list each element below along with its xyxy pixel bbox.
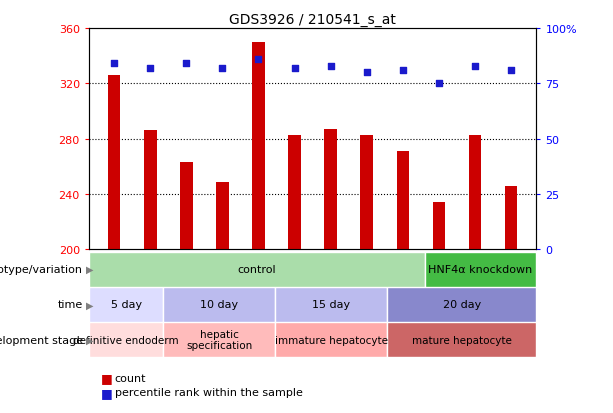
Point [470,63,480,70]
Point [506,68,516,74]
Text: ▶: ▶ [86,264,93,275]
Title: GDS3926 / 210541_s_at: GDS3926 / 210541_s_at [229,12,396,26]
Bar [164,322,275,357]
Text: 20 day: 20 day [443,299,481,310]
Text: percentile rank within the sample: percentile rank within the sample [115,387,302,397]
Text: ▶: ▶ [86,335,93,345]
Point [362,70,371,76]
Text: ■: ■ [101,386,113,399]
Bar [397,152,409,250]
Text: 15 day: 15 day [312,299,351,310]
Bar [144,131,156,250]
Bar [108,76,121,250]
Bar [504,186,517,250]
Text: definitive endoderm: definitive endoderm [74,335,179,345]
Bar [164,287,275,322]
Bar [252,43,265,250]
Bar [387,287,536,322]
Bar [288,135,301,250]
Point [254,57,264,63]
Point [326,63,335,70]
Point [434,81,444,88]
Point [218,65,227,72]
Text: count: count [115,373,146,383]
Text: mature hepatocyte: mature hepatocyte [412,335,512,345]
Text: ■: ■ [101,371,113,385]
Text: 10 day: 10 day [200,299,238,310]
Text: immature hepatocyte: immature hepatocyte [275,335,388,345]
Bar [424,252,536,287]
Bar [324,130,337,250]
Bar [433,203,445,250]
Bar [275,322,387,357]
Point [181,61,191,68]
Text: development stage: development stage [0,335,83,345]
Point [109,61,119,68]
Point [290,65,300,72]
Bar [180,163,192,250]
Text: 5 day: 5 day [110,299,142,310]
Bar [387,322,536,357]
Bar [89,287,164,322]
Bar [89,322,164,357]
Text: hepatic
specification: hepatic specification [186,329,253,351]
Bar [216,182,229,250]
Point [145,65,155,72]
Point [398,68,408,74]
Bar [469,135,481,250]
Text: time: time [58,299,83,310]
Text: ▶: ▶ [86,299,93,310]
Text: genotype/variation: genotype/variation [0,264,83,275]
Text: control: control [237,264,276,275]
Bar [360,135,373,250]
Text: HNF4α knockdown: HNF4α knockdown [428,264,533,275]
Bar [89,252,424,287]
Bar [275,287,387,322]
